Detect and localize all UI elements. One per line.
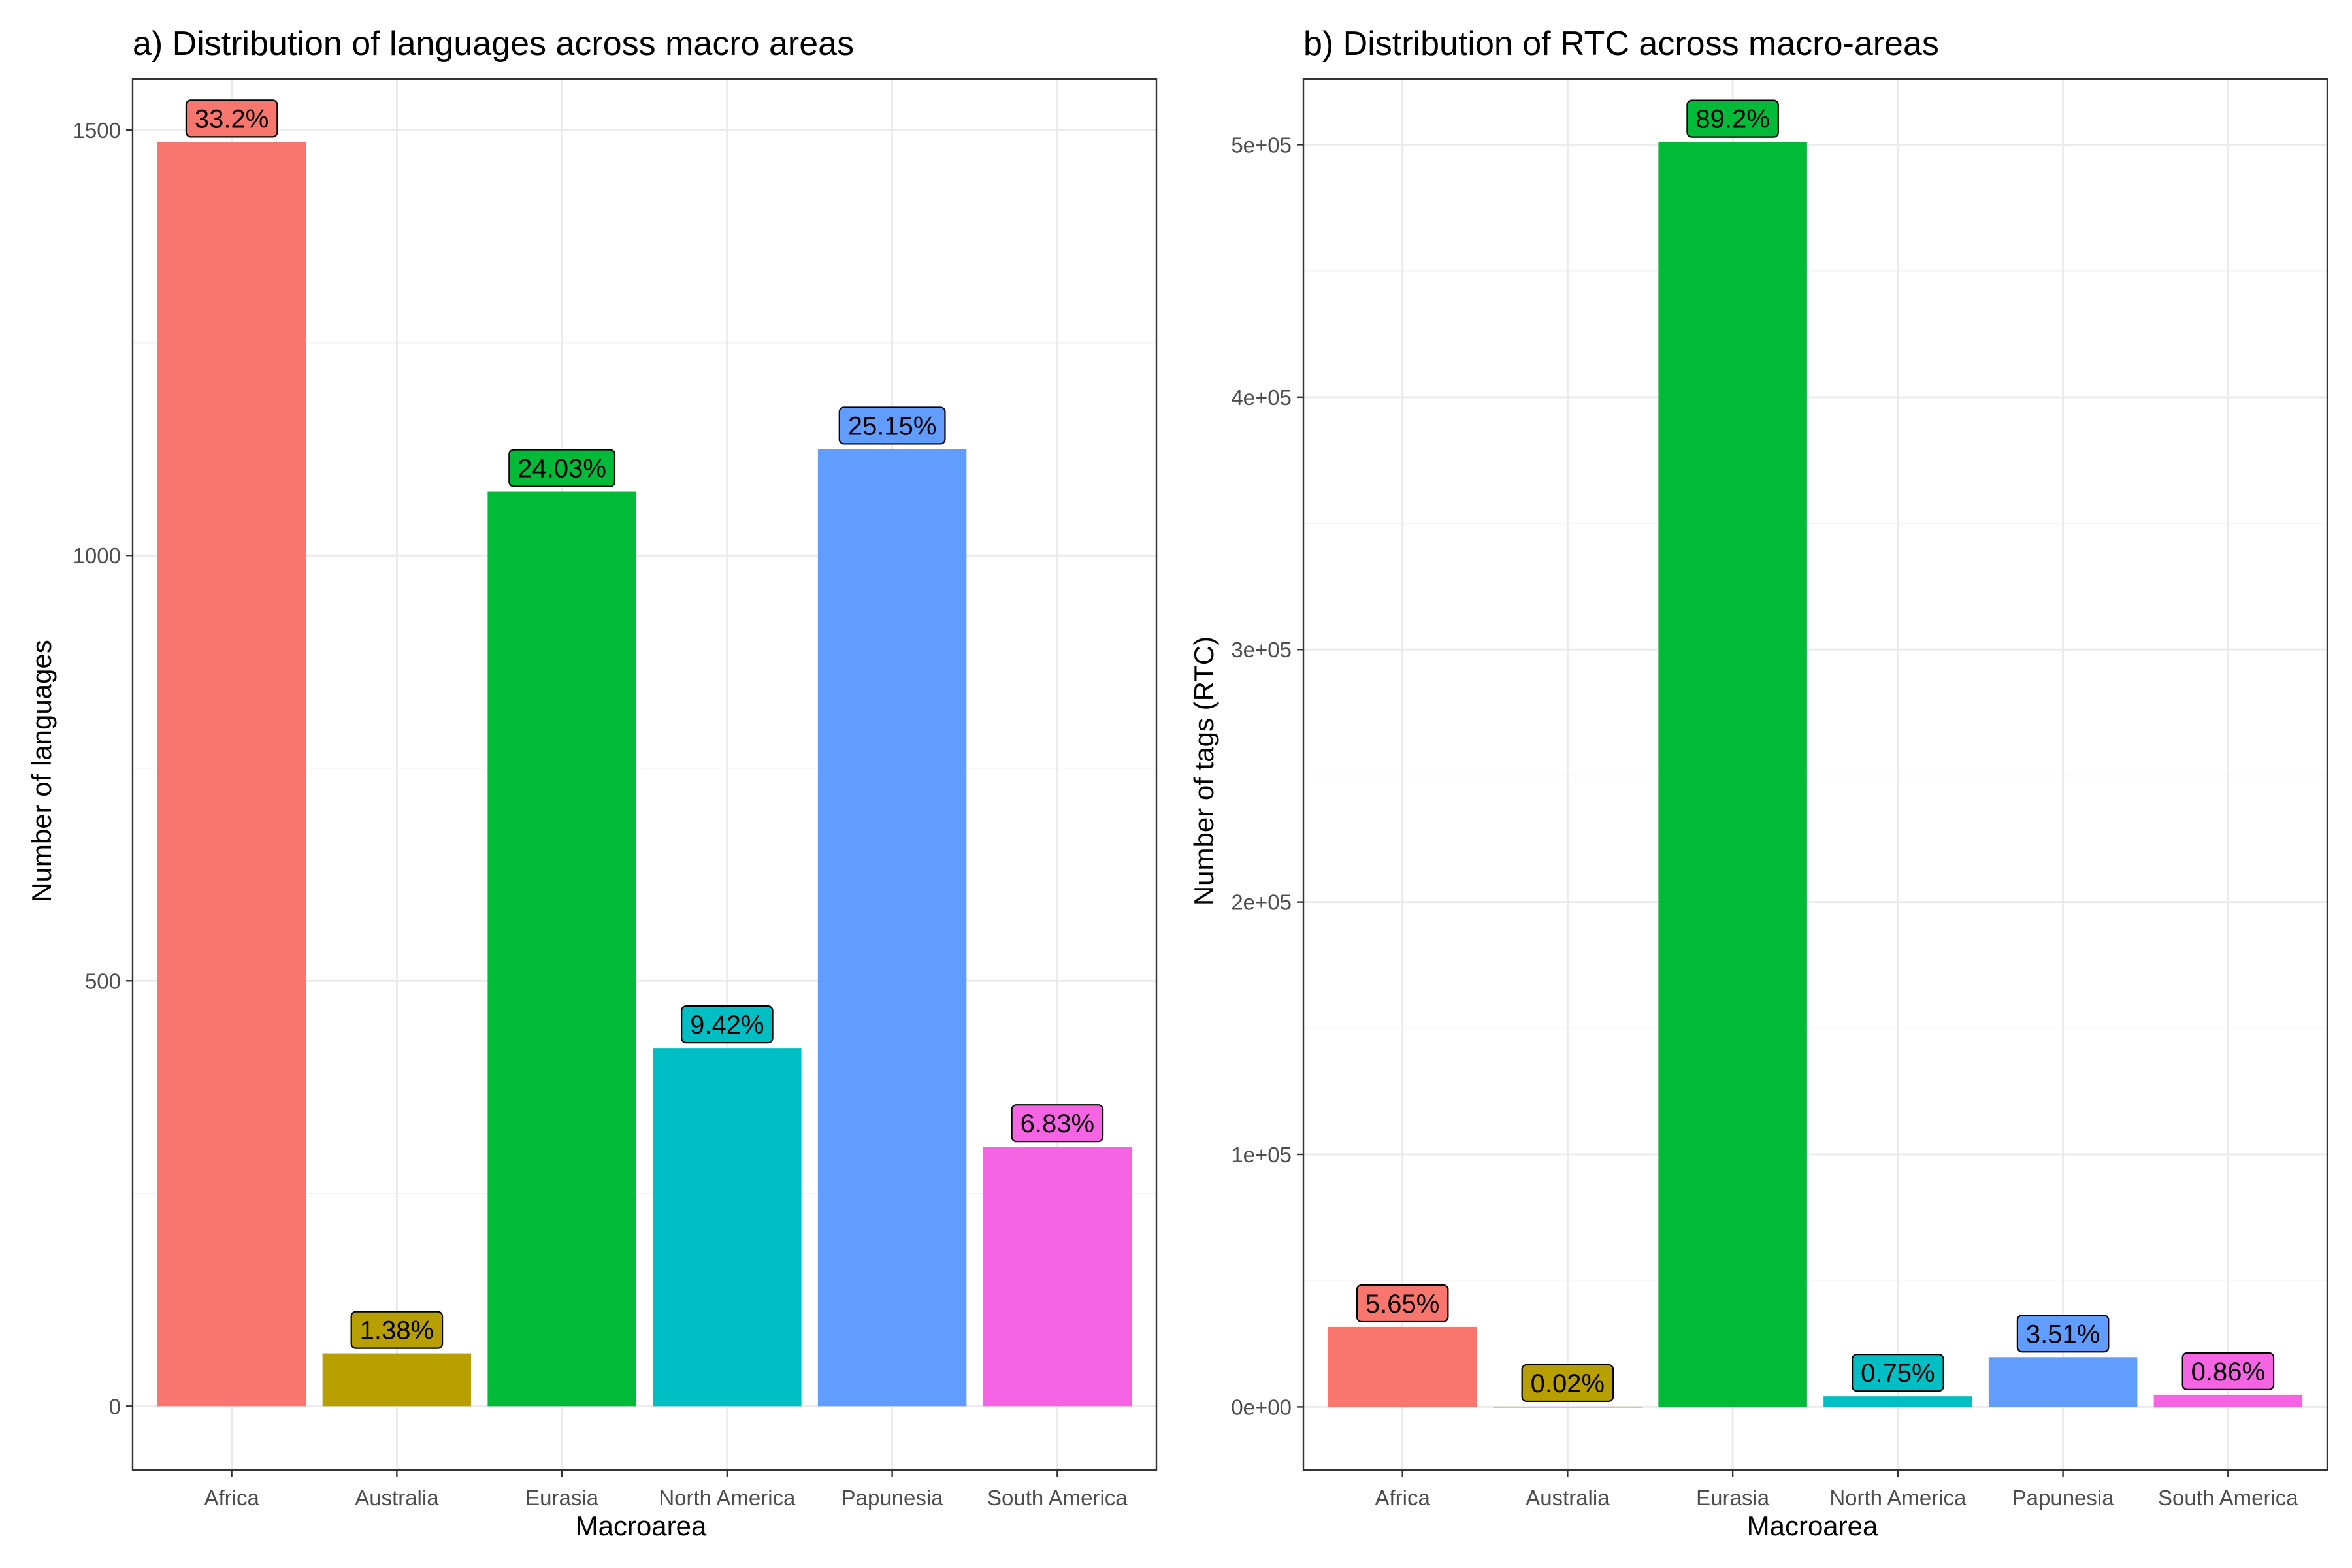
bar-label: 1.38% — [350, 1311, 444, 1349]
bar-label-text: 6.83% — [1021, 1109, 1094, 1138]
y-tick-label: 1e+05 — [1231, 1143, 1292, 1167]
bar-label-box — [508, 449, 616, 487]
chart-b-bars — [1328, 142, 2303, 1408]
bar-label: 0.02% — [1521, 1364, 1614, 1403]
bar-south-america — [2153, 1394, 2303, 1407]
bar-australia — [1493, 1406, 1642, 1408]
x-tick-label: South America — [2158, 1486, 2298, 1510]
bar-label-box — [2016, 1315, 2110, 1353]
x-tick-label: Australia — [1526, 1486, 1610, 1510]
chart-b-x-axis-title: Macroarea — [1747, 1511, 1878, 1541]
bar-australia — [322, 1353, 472, 1407]
bar-eurasia — [1658, 142, 1807, 1407]
y-tick-label: 0e+00 — [1231, 1395, 1292, 1419]
bar-label-text: 0.75% — [1861, 1359, 1935, 1388]
bar-label-box — [1011, 1104, 1104, 1143]
bar-label-box — [185, 99, 278, 138]
chart-b-bar-labels: 5.65% 0.02% 89.2% 0.75% 3.51% 0.86% — [1356, 99, 2275, 1403]
chart-a-bar-labels: 33.2% 1.38% 24.03% 9.42% 25.15% 6.83% — [185, 99, 1104, 1349]
y-tick-label: 5e+05 — [1231, 133, 1292, 157]
bar-label: 9.42% — [681, 1005, 774, 1044]
bar-label: 0.86% — [2181, 1352, 2275, 1390]
bar-label: 5.65% — [1356, 1284, 1449, 1323]
bar-label-text: 24.03% — [517, 455, 606, 483]
bar-africa — [1328, 1326, 1477, 1407]
chart-a-languages: a) Distribution of languages across macr… — [26, 25, 1158, 1541]
y-tick-label: 1000 — [73, 544, 121, 568]
bar-label: 89.2% — [1686, 99, 1779, 138]
bar-label-box — [350, 1311, 444, 1349]
bar-label: 25.15% — [838, 406, 946, 445]
bar-label-text: 33.2% — [195, 105, 269, 133]
chart-a-x-axis-title: Macroarea — [576, 1511, 707, 1541]
bar-label: 24.03% — [508, 449, 616, 487]
bar-label-text: 9.42% — [690, 1011, 764, 1039]
x-tick-label: Papunesia — [841, 1486, 944, 1510]
bar-label-box — [681, 1005, 774, 1044]
bar-label-text: 89.2% — [1695, 105, 1769, 134]
bar-label-box — [838, 406, 946, 445]
bar-south-america — [983, 1147, 1132, 1407]
chart-a-y-axis-title: Number of languages — [26, 640, 57, 902]
bar-label-text: 3.51% — [2026, 1320, 2100, 1348]
x-tick-label: Eurasia — [1696, 1486, 1770, 1510]
chart-b-title: b) Distribution of RTC across macro-area… — [1303, 25, 1939, 63]
bar-eurasia — [487, 491, 636, 1407]
x-tick-label: South America — [987, 1486, 1128, 1510]
y-tick-label: 500 — [85, 969, 121, 993]
chart-b-y-axis-title: Number of tags (RTC) — [1188, 636, 1219, 906]
bar-north-america — [653, 1048, 802, 1407]
bar-label: 33.2% — [185, 99, 278, 138]
bar-label-text: 0.86% — [2191, 1358, 2265, 1386]
bar-papunesia — [1988, 1357, 2138, 1407]
x-tick-label: Australia — [355, 1486, 439, 1510]
bar-label: 3.51% — [2016, 1315, 2110, 1353]
bar-north-america — [1823, 1396, 1972, 1407]
y-tick-label: 2e+05 — [1231, 890, 1292, 915]
chart-a-axes: 0 500 1000 1500 Africa Australia Eurasia North … — [73, 118, 1128, 1510]
chart-a-panel-border — [131, 78, 1158, 1471]
chart-a-bars — [157, 142, 1132, 1407]
bar-papunesia — [817, 449, 967, 1407]
y-tick-label: 4e+05 — [1231, 385, 1292, 410]
chart-b-axes: 0e+00 1e+05 2e+05 3e+05 4e+05 5e+05 Africa Aust… — [1231, 133, 2298, 1510]
bar-label-text: 5.65% — [1365, 1290, 1439, 1318]
bar-label: 0.75% — [1852, 1354, 1944, 1392]
y-tick-label: 1500 — [73, 118, 121, 142]
bar-label-text: 1.38% — [360, 1316, 434, 1345]
bar-africa — [157, 142, 306, 1407]
x-tick-label: Papunesia — [2012, 1486, 2115, 1510]
bar-label-box — [2181, 1352, 2275, 1390]
chart-b-rtc: b) Distribution of RTC across macro-area… — [1188, 25, 2328, 1541]
x-tick-label: Africa — [1375, 1486, 1430, 1510]
bar-label-box — [1356, 1284, 1449, 1323]
bar-label-box — [1852, 1354, 1944, 1392]
bar-label-box — [1686, 99, 1779, 138]
chart-a-title: a) Distribution of languages across macr… — [133, 25, 854, 63]
bar-label-box — [1521, 1364, 1614, 1403]
chart-b-panel-border — [1302, 78, 2328, 1471]
x-tick-label: North America — [1829, 1486, 1967, 1510]
x-tick-label: Eurasia — [525, 1486, 599, 1510]
y-tick-label: 0 — [109, 1394, 121, 1418]
bar-label-text: 0.02% — [1531, 1369, 1605, 1398]
x-tick-label: Africa — [204, 1486, 259, 1510]
bar-label: 6.83% — [1011, 1104, 1104, 1143]
y-tick-label: 3e+05 — [1231, 638, 1292, 662]
bar-label-text: 25.15% — [848, 412, 937, 440]
x-tick-label: North America — [659, 1486, 796, 1510]
